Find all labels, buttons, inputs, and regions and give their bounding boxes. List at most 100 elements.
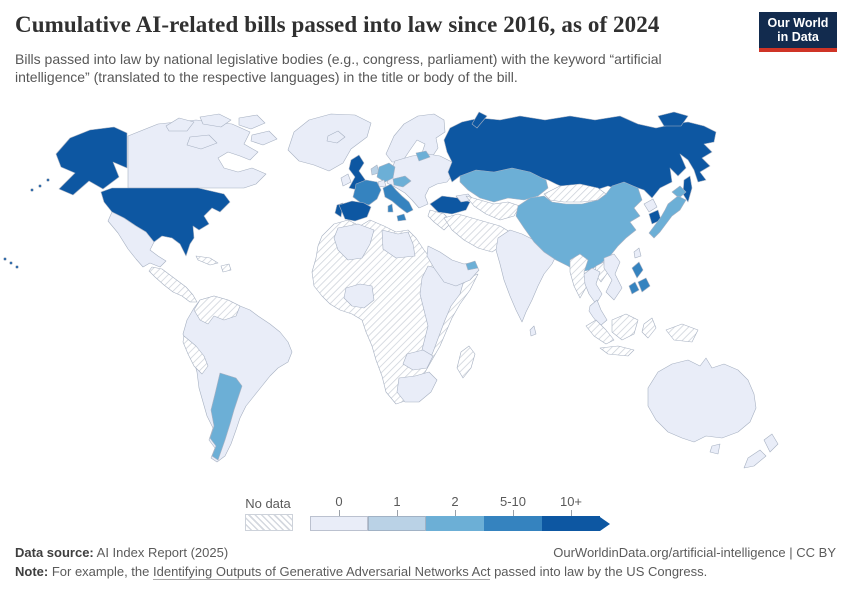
legend-tick bbox=[512, 510, 514, 516]
country-usa-aleutians[interactable] bbox=[46, 178, 50, 182]
country-usa-aleutians[interactable] bbox=[30, 188, 34, 192]
legend-bin-swatch[interactable] bbox=[426, 516, 484, 531]
world-map[interactable] bbox=[0, 110, 850, 490]
country-new-zealand-north[interactable] bbox=[763, 433, 779, 453]
legend-no-data-swatch[interactable] bbox=[245, 514, 293, 531]
owid-logo-accent-bar bbox=[759, 48, 837, 52]
legend-tick bbox=[396, 510, 398, 516]
map-legend: No data 0 1 2 5-10 10+ bbox=[0, 494, 850, 534]
legend-bin-swatch[interactable] bbox=[484, 516, 542, 531]
country-france[interactable] bbox=[352, 179, 382, 206]
country-algeria[interactable] bbox=[333, 223, 375, 261]
country-greenland[interactable] bbox=[287, 113, 372, 172]
country-indonesia-sulawesi[interactable] bbox=[641, 317, 657, 339]
legend-bin-label: 2 bbox=[451, 494, 459, 509]
country-canada-arctic-3[interactable] bbox=[238, 114, 266, 130]
country-canada-arctic-5[interactable] bbox=[186, 134, 218, 150]
country-russia-island-ne[interactable] bbox=[657, 111, 689, 127]
owid-logo-line2: in Data bbox=[777, 30, 819, 44]
country-hispaniola[interactable] bbox=[220, 263, 232, 273]
country-usa-alaska[interactable] bbox=[55, 126, 128, 196]
country-italy-sardinia[interactable] bbox=[387, 203, 394, 213]
region-scandinavia[interactable] bbox=[385, 113, 446, 163]
note-label: Note: bbox=[15, 564, 49, 579]
country-mongolia[interactable] bbox=[543, 183, 607, 203]
country-malaysia[interactable] bbox=[588, 299, 608, 327]
region-peru-ecuador[interactable] bbox=[182, 335, 209, 375]
country-saudi-arabia[interactable] bbox=[426, 245, 480, 287]
country-ireland[interactable] bbox=[340, 173, 352, 187]
country-canada[interactable] bbox=[127, 119, 267, 189]
region-zambia-zimbabwe[interactable] bbox=[402, 349, 434, 371]
country-australia-tasmania[interactable] bbox=[709, 443, 721, 455]
country-australia[interactable] bbox=[647, 357, 757, 443]
country-sri-lanka[interactable] bbox=[529, 325, 537, 337]
country-canada-arctic-1[interactable] bbox=[165, 117, 195, 132]
attribution-link[interactable]: OurWorldinData.org/artificial-intelligen… bbox=[553, 545, 836, 560]
country-cuba[interactable] bbox=[195, 255, 219, 266]
region-iraq-syria[interactable] bbox=[427, 209, 453, 231]
region-austria-hungary[interactable] bbox=[392, 175, 412, 188]
country-vietnam[interactable] bbox=[603, 253, 623, 301]
country-north-korea[interactable] bbox=[643, 198, 658, 213]
country-iceland[interactable] bbox=[326, 130, 346, 144]
country-germany[interactable] bbox=[376, 162, 396, 183]
country-russia-sakhalin[interactable] bbox=[682, 175, 693, 203]
owid-logo[interactable]: Our World in Data bbox=[759, 12, 837, 52]
region-central-america[interactable] bbox=[148, 266, 198, 303]
country-usa-hawaii[interactable] bbox=[3, 257, 7, 261]
country-egypt[interactable] bbox=[381, 229, 416, 259]
legend-bin[interactable]: 10+ bbox=[542, 494, 600, 531]
region-colombia-venezuela[interactable] bbox=[193, 295, 241, 325]
page-title: Cumulative AI-related bills passed into … bbox=[15, 12, 660, 37]
country-philippines-mindanao[interactable] bbox=[637, 277, 651, 293]
country-canada-arctic-2[interactable] bbox=[199, 113, 232, 128]
legend-bin-swatch[interactable] bbox=[310, 516, 368, 531]
country-russia-novaya-zemlya[interactable] bbox=[471, 111, 488, 129]
region-south-america[interactable] bbox=[182, 295, 293, 463]
country-japan-hokkaido[interactable] bbox=[671, 185, 687, 199]
country-china[interactable] bbox=[515, 181, 643, 273]
country-usa-hawaii[interactable] bbox=[9, 261, 13, 265]
note-link[interactable]: Identifying Outputs of Generative Advers… bbox=[153, 564, 491, 580]
region-new-guinea[interactable] bbox=[665, 323, 699, 343]
legend-bin[interactable]: 0 bbox=[310, 494, 368, 531]
legend-arrow bbox=[600, 517, 610, 531]
country-thailand[interactable] bbox=[583, 267, 603, 305]
country-philippines-luzon[interactable] bbox=[631, 261, 644, 279]
country-nigeria[interactable] bbox=[343, 283, 375, 309]
country-south-africa[interactable] bbox=[396, 371, 438, 403]
legend-tick bbox=[338, 510, 340, 516]
legend-bin-swatch[interactable] bbox=[542, 516, 600, 531]
legend-bin[interactable]: 1 bbox=[368, 494, 426, 531]
country-taiwan[interactable] bbox=[633, 247, 642, 259]
legend-bin-label: 10+ bbox=[559, 494, 583, 509]
country-italy[interactable] bbox=[382, 183, 414, 214]
country-indonesia-java[interactable] bbox=[599, 345, 635, 357]
chart-subtitle: Bills passed into law by national legisl… bbox=[15, 51, 662, 86]
country-usa-hawaii[interactable] bbox=[15, 265, 19, 269]
owid-logo-line1: Our World bbox=[767, 15, 829, 30]
region-baltic-states[interactable] bbox=[415, 150, 431, 162]
country-indonesia-borneo[interactable] bbox=[611, 313, 639, 341]
country-argentina[interactable] bbox=[209, 372, 243, 461]
country-italy-sicily[interactable] bbox=[396, 213, 407, 222]
country-usa-aleutians[interactable] bbox=[38, 184, 42, 188]
legend-bin[interactable]: 2 bbox=[426, 494, 484, 531]
region-eastern-europe[interactable] bbox=[386, 153, 456, 209]
country-madagascar[interactable] bbox=[456, 345, 476, 379]
country-kazakhstan[interactable] bbox=[459, 167, 549, 203]
country-canada-arctic-4[interactable] bbox=[250, 130, 278, 146]
country-mexico[interactable] bbox=[107, 211, 167, 268]
country-spain[interactable] bbox=[338, 200, 372, 222]
chart-footer: Data source: AI Index Report (2025) OurW… bbox=[15, 545, 836, 583]
legend-bin[interactable]: 5-10 bbox=[484, 494, 542, 531]
country-indonesia-sumatra[interactable] bbox=[585, 319, 615, 345]
legend-bin-swatch[interactable] bbox=[368, 516, 426, 531]
country-uae[interactable] bbox=[465, 260, 479, 271]
country-philippines-visayas[interactable] bbox=[628, 281, 640, 295]
legend-bin-label: 1 bbox=[393, 494, 401, 509]
country-new-zealand-south[interactable] bbox=[743, 449, 767, 469]
data-source-label: Data source: bbox=[15, 545, 94, 560]
country-japan[interactable] bbox=[648, 195, 687, 239]
